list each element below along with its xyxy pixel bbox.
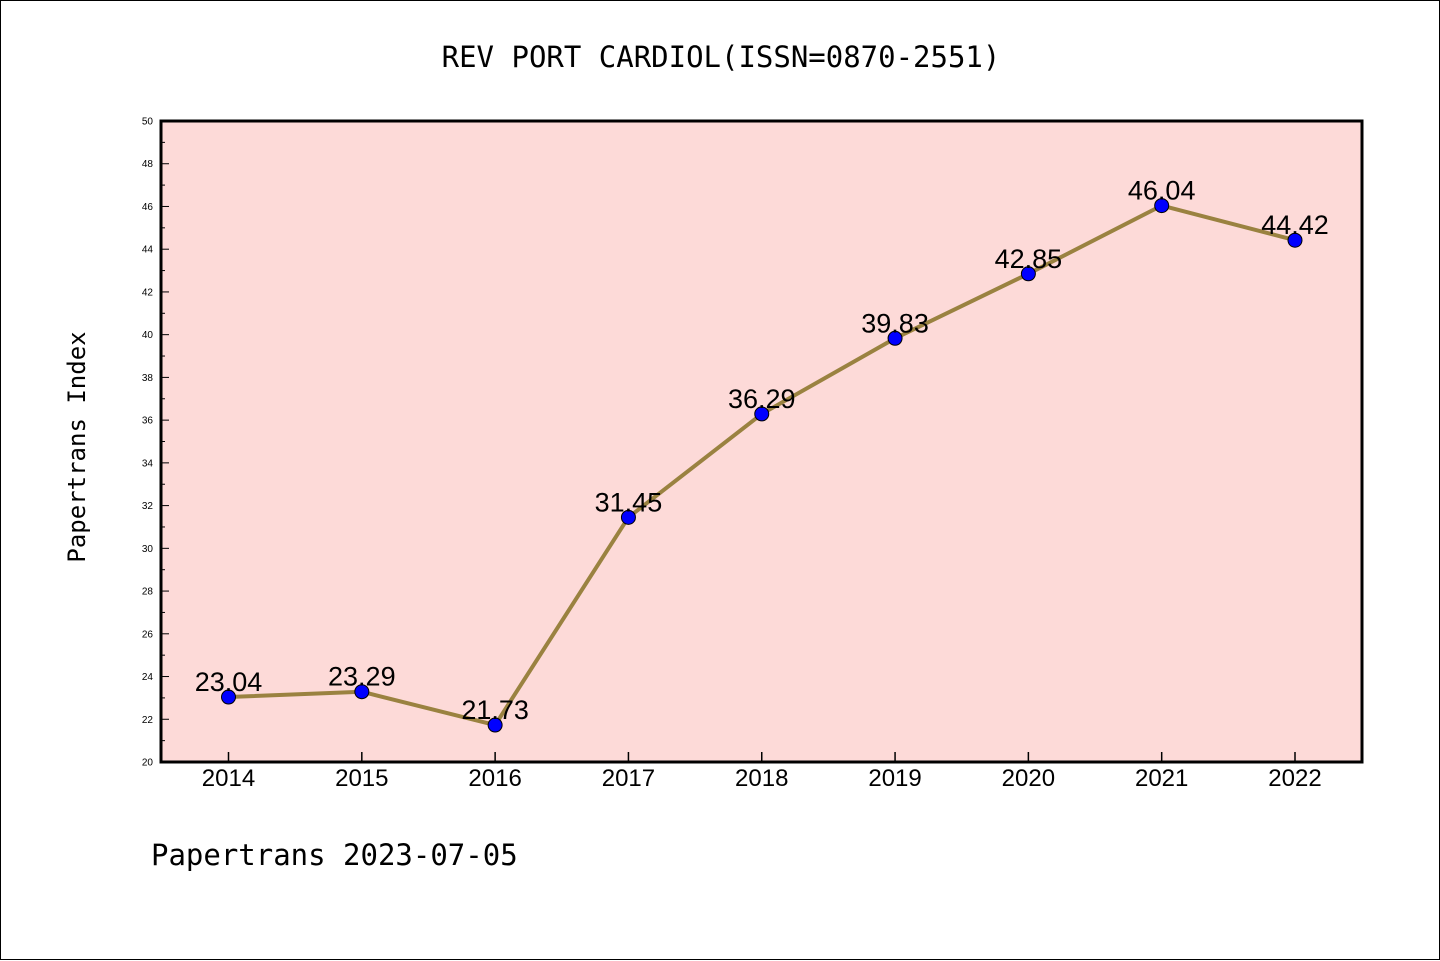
x-tick-label: 2020 (1002, 765, 1055, 792)
y-tick-label: 46 (142, 202, 154, 213)
data-point-2022 (1287, 232, 1303, 248)
data-label-2018: 36.29 (728, 384, 796, 414)
data-point-2021 (1154, 198, 1170, 214)
y-tick-label: 32 (142, 501, 154, 512)
x-tick-label: 2016 (468, 765, 521, 792)
y-tick-label: 30 (142, 544, 154, 555)
y-tick-label: 50 (142, 117, 154, 128)
x-axis: 2014 2015 2016 2017 2018 2019 2020 2021 2022 (202, 752, 1322, 792)
data-point-2018 (754, 406, 770, 422)
data-point-2014 (221, 689, 236, 705)
data-label-2019: 39.83 (861, 308, 929, 338)
data-label-2021: 46.04 (1128, 176, 1196, 206)
x-tick-label: 2021 (1135, 765, 1188, 792)
data-label-2015: 23.29 (328, 662, 396, 692)
x-tick-label: 2017 (602, 765, 655, 792)
x-tick-label: 2022 (1268, 765, 1321, 792)
y-tick-label: 36 (142, 416, 154, 427)
y-axis-label: Papertrans Index (63, 331, 91, 562)
y-tick-label: 34 (142, 458, 154, 469)
y-tick-label: 38 (142, 373, 154, 384)
data-label-2014: 23.04 (195, 667, 263, 697)
x-tick-label: 2015 (335, 765, 388, 792)
data-point-2019 (887, 330, 903, 346)
data-label-2022: 44.42 (1261, 210, 1329, 240)
y-tick-label: 48 (142, 159, 154, 170)
plot-area (161, 121, 1362, 762)
y-tick-label: 22 (142, 715, 154, 726)
data-label-2016: 21.73 (461, 695, 529, 725)
y-tick-label: 44 (142, 245, 154, 256)
y-tick-label: 26 (142, 629, 154, 640)
data-point-2017 (620, 509, 636, 525)
data-label-2020: 42.85 (995, 244, 1063, 274)
y-tick-label: 28 (142, 587, 154, 598)
plot-border (159, 119, 1364, 764)
data-point-2020 (1020, 266, 1036, 282)
x-tick-label: 2018 (735, 765, 788, 792)
y-tick-label: 40 (142, 330, 154, 341)
series-markers (221, 198, 1303, 733)
data-label-2017: 31.45 (595, 487, 663, 517)
y-tick-label: 24 (142, 672, 154, 683)
x-tick-label: 2019 (868, 765, 921, 792)
footer-text: Papertrans 2023-07-05 (151, 838, 518, 872)
y-tick-label: 20 (142, 758, 154, 769)
chart-title: REV PORT CARDIOL(ISSN=0870-2551) (442, 40, 1001, 74)
x-tick-label: 2014 (202, 765, 255, 792)
data-point-2015 (354, 684, 370, 700)
data-labels: 23.04 23.29 21.73 31.45 36.29 39.83 42.85 46.04… (195, 176, 1329, 725)
data-point-2016 (487, 717, 503, 733)
y-tick-label: 42 (142, 287, 154, 298)
